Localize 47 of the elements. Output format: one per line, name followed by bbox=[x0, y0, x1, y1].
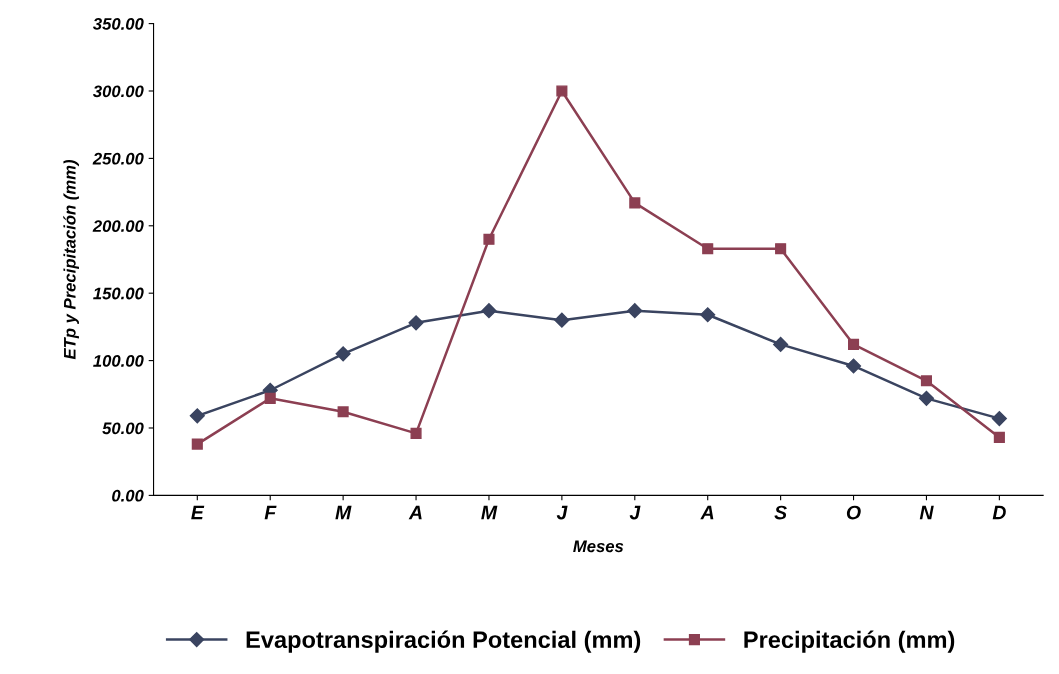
x-tick-label: M bbox=[335, 505, 352, 520]
x-tick-label: O bbox=[846, 505, 861, 520]
x-axis-title: Meses bbox=[573, 540, 624, 553]
point bbox=[554, 312, 570, 328]
y-tick-label: 200.00 bbox=[92, 220, 144, 232]
y-tick-label: 100.00 bbox=[93, 354, 144, 367]
point bbox=[700, 307, 716, 323]
y-tick-label: 350.00 bbox=[92, 17, 144, 30]
legend-label: Precipitación (mm) bbox=[744, 630, 955, 653]
y-axis-title: ETp y Precipitación (mm) bbox=[63, 159, 79, 360]
point bbox=[845, 358, 862, 374]
y-tick-label: 300.00 bbox=[92, 85, 144, 98]
point bbox=[410, 427, 422, 439]
x-tick-label: M bbox=[481, 505, 498, 520]
point bbox=[483, 233, 495, 245]
x-tick-label: E bbox=[191, 505, 205, 520]
point bbox=[991, 410, 1007, 427]
point bbox=[627, 303, 643, 319]
point bbox=[847, 338, 860, 350]
x-tick-label: A bbox=[408, 505, 422, 520]
point bbox=[773, 336, 789, 352]
y-tick-label: 0.00 bbox=[112, 489, 144, 502]
point bbox=[189, 408, 205, 424]
y-tick-label: 250.00 bbox=[92, 152, 144, 165]
point bbox=[264, 392, 276, 404]
point bbox=[337, 406, 349, 418]
legend-label: Evapotranspiración Potencial (mm) bbox=[246, 630, 641, 653]
x-tick-label: N bbox=[919, 505, 934, 520]
point bbox=[408, 315, 424, 331]
point bbox=[481, 303, 497, 319]
x-tick-label: F bbox=[264, 505, 277, 520]
point bbox=[556, 85, 568, 97]
point bbox=[993, 431, 1005, 443]
point bbox=[920, 375, 933, 387]
y-tick-label: 150.00 bbox=[93, 287, 144, 300]
y-tick-label: 50.00 bbox=[102, 422, 144, 435]
x-tick-label: J bbox=[629, 505, 641, 520]
point bbox=[191, 438, 203, 450]
point bbox=[775, 243, 787, 255]
x-tick-label: J bbox=[556, 505, 568, 520]
x-tick-label: S bbox=[774, 505, 787, 520]
point bbox=[335, 346, 351, 362]
x-tick-label: A bbox=[700, 505, 714, 520]
point bbox=[702, 243, 714, 255]
point bbox=[918, 390, 935, 406]
point bbox=[629, 197, 641, 209]
x-tick-label: D bbox=[992, 505, 1006, 520]
